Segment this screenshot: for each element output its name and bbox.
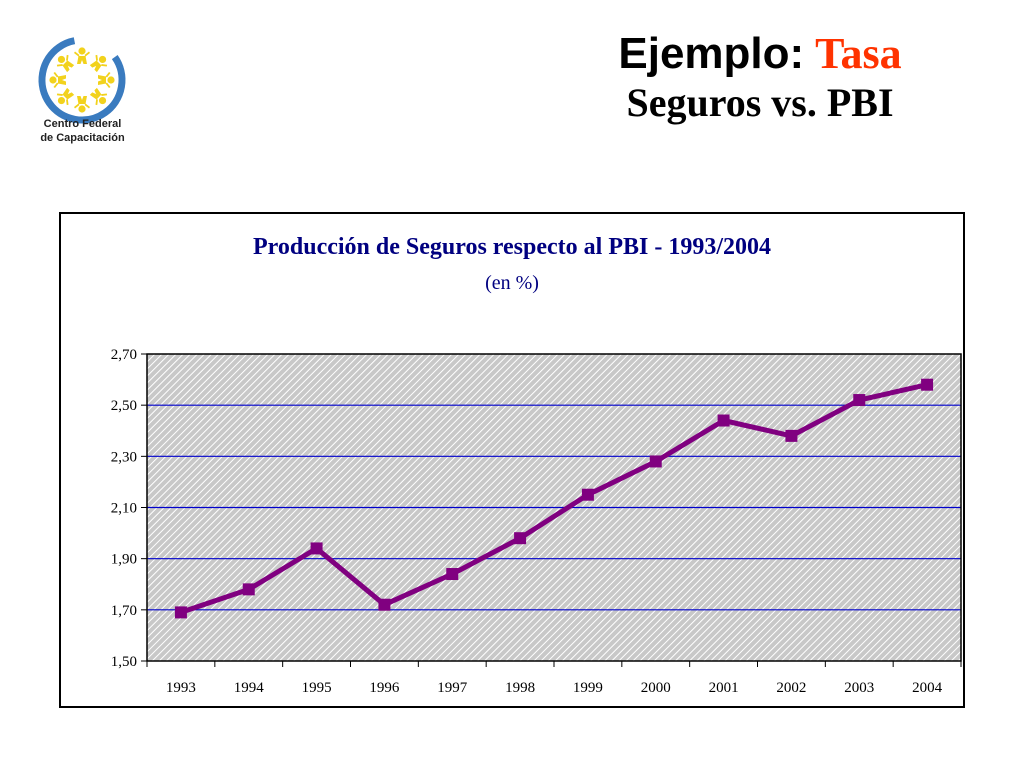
logo-figure-icon <box>74 96 90 113</box>
y-tick-label: 1,50 <box>111 654 137 670</box>
data-point <box>378 598 391 611</box>
logo-text-line1: Centro Federal <box>43 118 122 130</box>
y-tick-label: 1,70 <box>111 603 137 619</box>
slide-subtitle: Seguros vs. PBI <box>626 80 894 125</box>
data-point <box>174 606 187 619</box>
logo-figure-icon <box>53 51 77 75</box>
x-tick-label: 2002 <box>776 680 806 696</box>
data-point <box>921 378 934 391</box>
line-chart: 1,50 1,70 1,90 2,10 2,30 2,50 2,70 1993 1994 1995… <box>111 347 962 696</box>
x-tick-label: 1996 <box>369 680 400 696</box>
slide-title: Ejemplo: Tasa Seguros vs. PBI <box>520 28 1000 126</box>
data-point <box>853 394 866 407</box>
data-point <box>581 488 594 501</box>
chart-frame: Producción de Seguros respecto al PBI - … <box>59 212 965 708</box>
series-line <box>180 382 928 615</box>
data-point <box>785 429 798 442</box>
x-tick-label: 1995 <box>302 680 332 696</box>
logo-figure-icon <box>98 72 115 88</box>
logo-figure-icon <box>53 85 77 109</box>
data-point <box>717 414 730 427</box>
y-tick-label: 2,50 <box>111 398 137 414</box>
slide-title-accent: Tasa <box>815 29 902 78</box>
x-tick-label: 1997 <box>437 680 468 696</box>
centro-federal-logo <box>38 36 126 124</box>
slide-title-label: Ejemplo: <box>618 29 805 78</box>
logo-text-line2: de Capacitación <box>40 132 125 144</box>
x-tick-label: 1993 <box>166 680 196 696</box>
chart-title: Producción de Seguros respecto al PBI - … <box>253 234 771 260</box>
data-point <box>514 532 527 545</box>
chart-subtitle: (en %) <box>485 272 539 294</box>
y-tick-label: 1,90 <box>111 552 137 568</box>
data-point <box>649 455 662 468</box>
x-tick-label: 1994 <box>234 680 265 696</box>
data-point <box>446 568 459 581</box>
slide-title-line1: Ejemplo: Tasa <box>520 28 1000 80</box>
x-tick-label: 1999 <box>573 680 603 696</box>
y-tick-label: 2,70 <box>111 347 137 363</box>
logo-text: Centro Federal de Capacitación <box>20 117 145 145</box>
data-point <box>310 542 323 555</box>
logo-figure-icon <box>87 51 111 75</box>
x-tick-label: 2001 <box>709 680 739 696</box>
x-tick-label: 2004 <box>912 680 943 696</box>
logo-figure-icon <box>74 47 90 64</box>
data-point <box>242 583 255 596</box>
logo-figure-icon <box>87 85 111 109</box>
x-tick-label: 2003 <box>844 680 874 696</box>
x-tick-label: 1998 <box>505 680 535 696</box>
y-tick-label: 2,10 <box>111 501 137 517</box>
y-tick-label: 2,30 <box>111 449 137 465</box>
x-tick-label: 2000 <box>641 680 671 696</box>
logo-figure-icon <box>49 72 66 88</box>
